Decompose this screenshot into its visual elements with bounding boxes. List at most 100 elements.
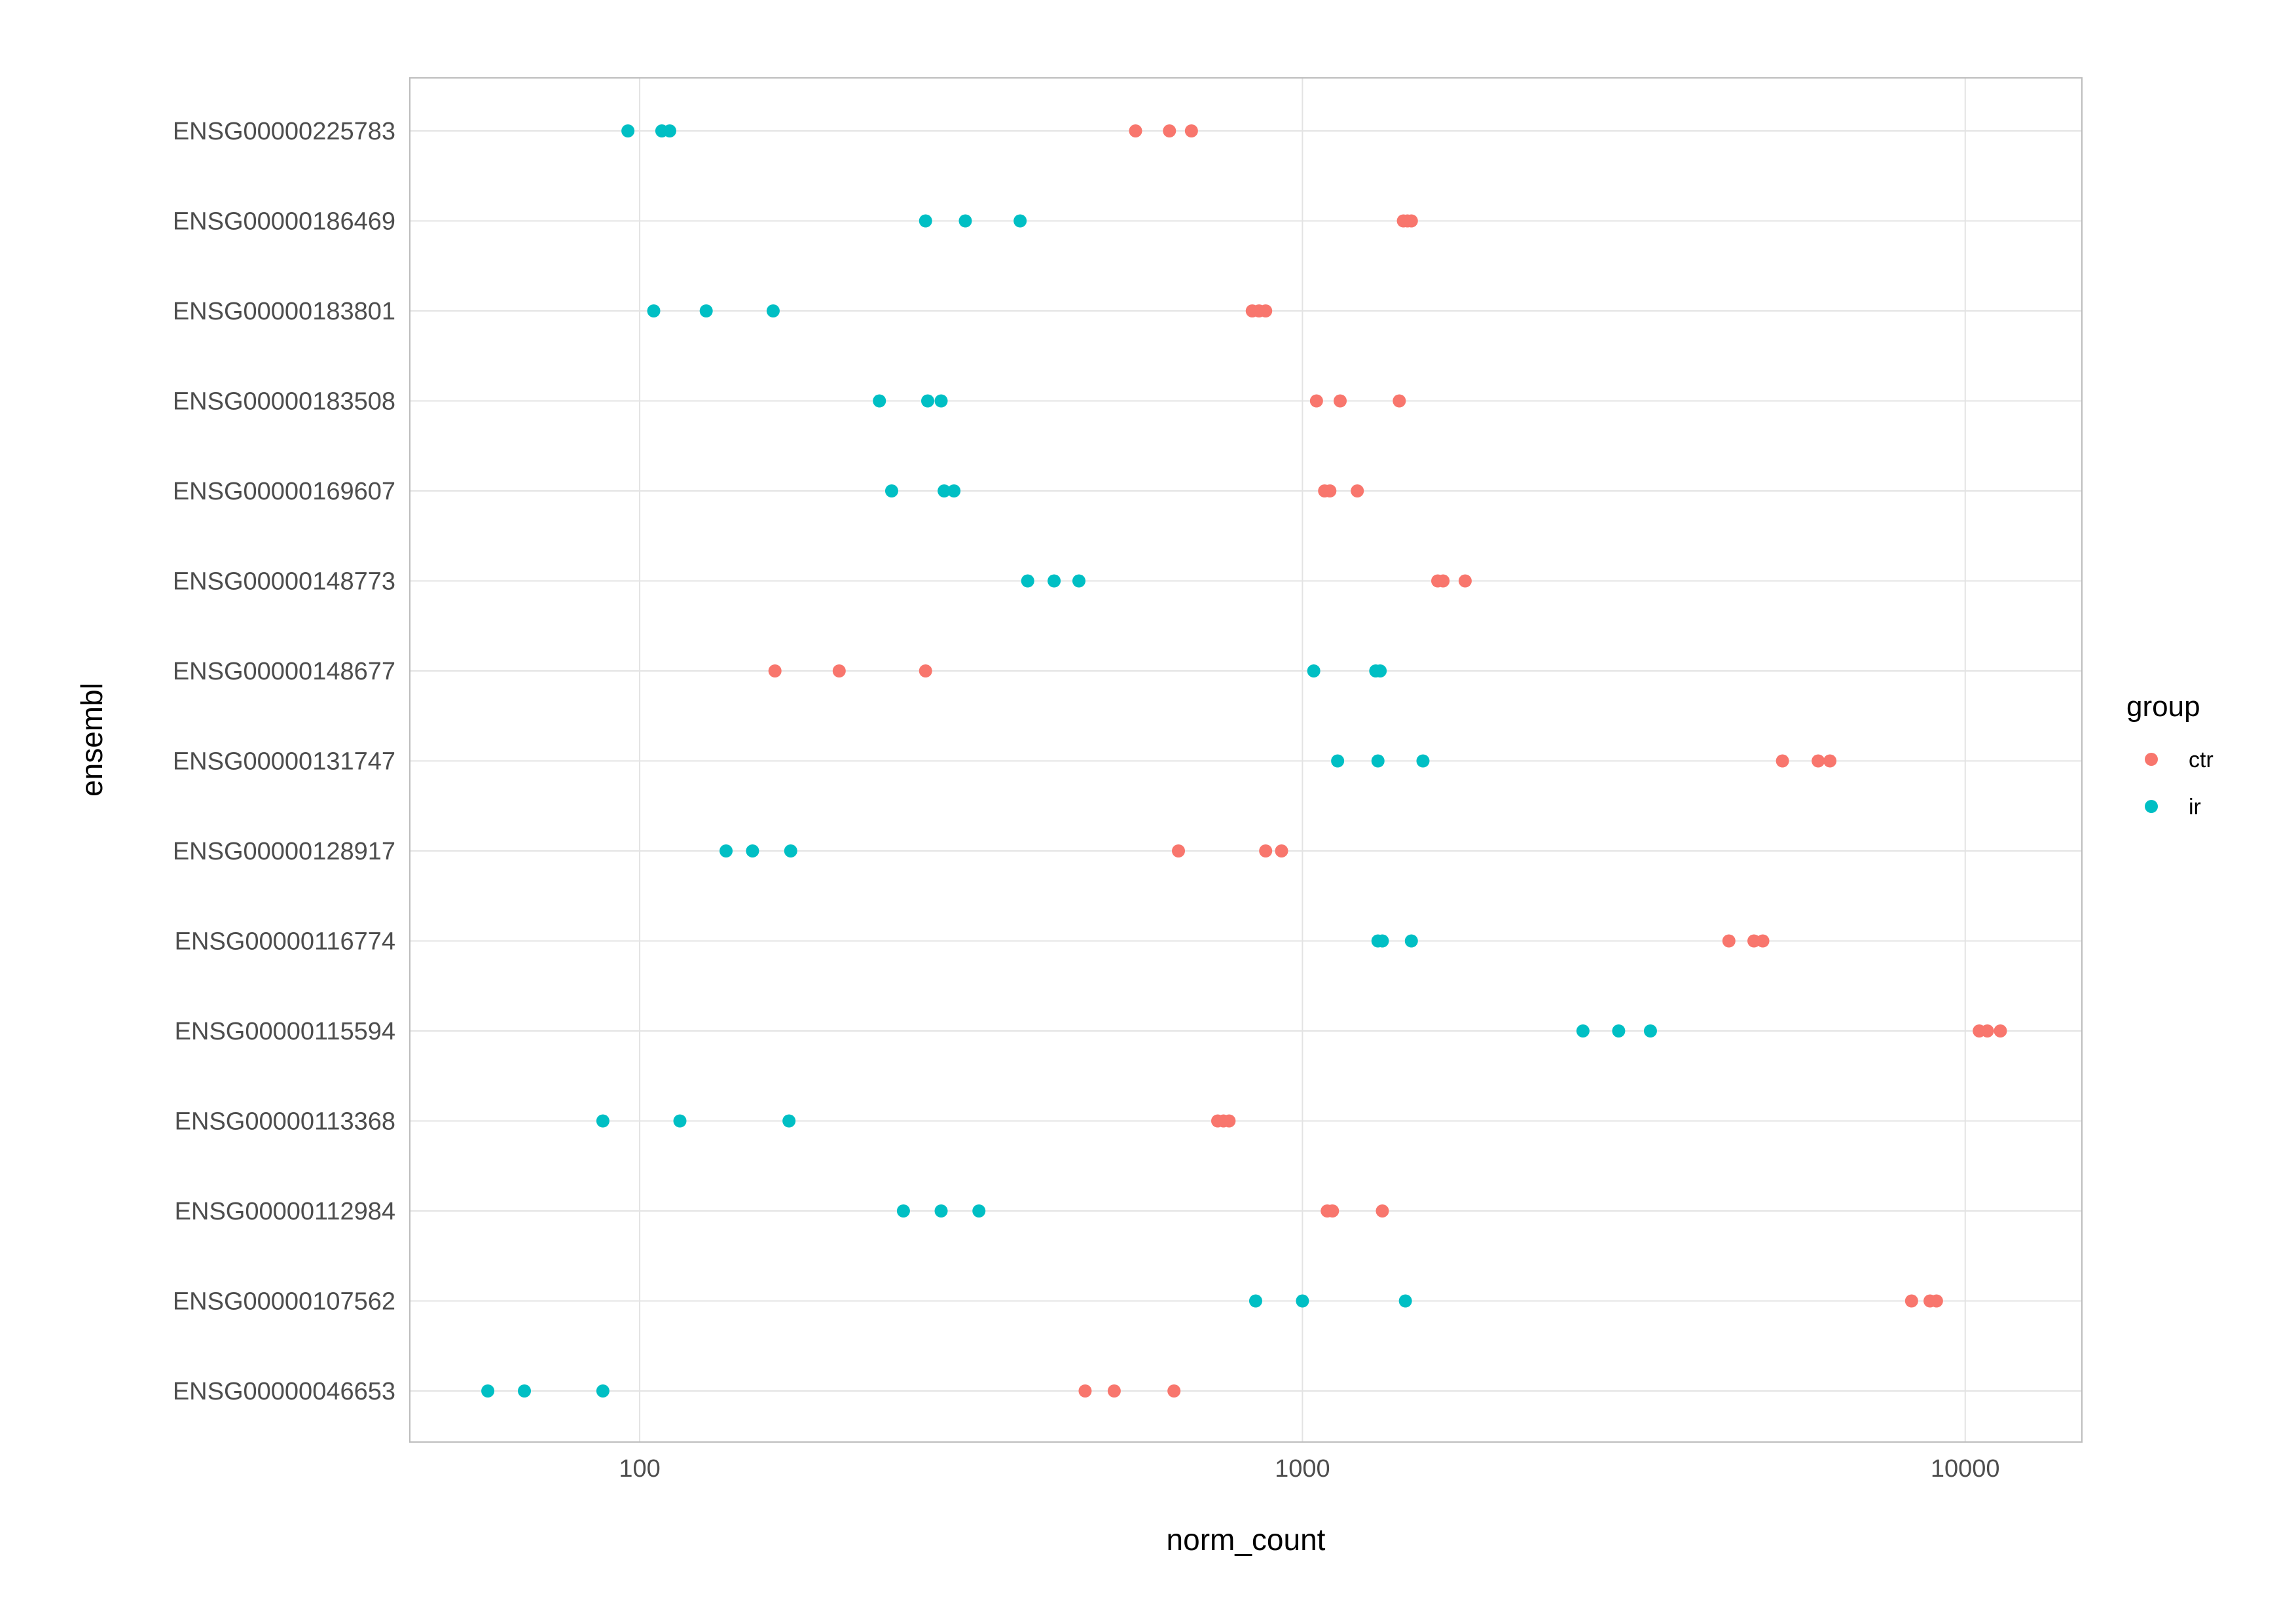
- point-ctr: [1823, 754, 1837, 768]
- point-ctr: [832, 664, 846, 677]
- point-ir: [920, 394, 934, 408]
- point-ir: [1296, 1294, 1309, 1308]
- x-tick-label: 10000: [1931, 1455, 2000, 1483]
- data-points: [481, 124, 2007, 1398]
- point-ir: [1398, 1294, 1412, 1308]
- point-ir: [596, 1384, 610, 1398]
- point-ir: [1248, 1294, 1262, 1308]
- point-ir: [1374, 664, 1387, 677]
- y-tick-label: ENSG00000148677: [173, 658, 395, 685]
- point-ir: [958, 214, 972, 228]
- point-ir: [1643, 1024, 1657, 1038]
- point-ctr: [1458, 574, 1472, 588]
- point-ctr: [1351, 484, 1364, 497]
- y-tick-label: ENSG00000116774: [175, 928, 395, 956]
- y-tick-labels: ENSG00000225783 ENSG00000186469 ENSG000001…: [173, 118, 395, 1405]
- point-ir: [934, 394, 948, 408]
- panel-border: [409, 77, 2083, 1443]
- y-tick-label: ENSG00000112984: [175, 1198, 395, 1225]
- point-ctr: [1756, 934, 1770, 948]
- point-ctr: [1326, 1204, 1339, 1218]
- point-ctr: [1722, 934, 1736, 948]
- point-ctr: [1309, 394, 1323, 408]
- point-ir: [1048, 574, 1061, 588]
- point-ir: [1371, 754, 1385, 768]
- point-ir: [673, 1114, 687, 1128]
- point-ir: [621, 124, 635, 137]
- point-ctr: [1376, 1204, 1389, 1218]
- x-tick-labels: 100 1000 10000: [619, 1455, 1999, 1483]
- point-ir: [947, 484, 961, 497]
- point-ctr: [1904, 1294, 1918, 1308]
- point-ir: [1072, 574, 1085, 588]
- point-ir: [873, 394, 886, 408]
- point-ir: [596, 1114, 610, 1128]
- point-ir: [766, 304, 780, 317]
- point-ctr: [919, 664, 932, 677]
- point-ctr: [1172, 844, 1186, 857]
- y-tick-label: ENSG00000169607: [173, 478, 395, 505]
- point-ctr: [768, 664, 782, 677]
- point-ir: [663, 124, 676, 137]
- point-ir: [746, 844, 759, 857]
- y-tick-label: ENSG00000046653: [173, 1378, 395, 1405]
- point-ctr: [1776, 754, 1789, 768]
- legend-label-ctr: ctr: [2189, 748, 2214, 772]
- point-ctr: [1929, 1294, 1943, 1308]
- point-ctr: [1259, 304, 1273, 317]
- point-ctr: [1222, 1114, 1236, 1128]
- y-tick-label: ENSG00000131747: [173, 748, 395, 776]
- point-ir: [1376, 934, 1389, 948]
- point-ir: [1307, 664, 1321, 677]
- point-ctr: [1184, 124, 1198, 137]
- point-ir: [1612, 1024, 1626, 1038]
- point-ir: [972, 1204, 986, 1218]
- point-ctr: [1259, 844, 1273, 857]
- point-ctr: [1393, 394, 1406, 408]
- point-ctr: [1334, 394, 1347, 408]
- point-ir: [782, 1114, 796, 1128]
- point-ir: [1404, 934, 1418, 948]
- point-ctr: [1107, 1384, 1121, 1398]
- point-ctr: [1129, 124, 1142, 137]
- point-ir: [1576, 1024, 1590, 1038]
- point-ir: [1331, 754, 1345, 768]
- y-tick-label: ENSG00000148773: [173, 568, 395, 596]
- x-tick-label: 1000: [1275, 1455, 1330, 1483]
- point-ir: [938, 484, 951, 497]
- legend: group ctr ir: [2126, 691, 2214, 820]
- point-ir: [884, 484, 898, 497]
- point-ir: [720, 844, 733, 857]
- y-tick-label: ENSG00000115594: [175, 1018, 395, 1045]
- y-tick-label: ENSG00000183508: [173, 388, 395, 416]
- point-ctr: [1163, 124, 1176, 137]
- y-tick-label: ENSG00000225783: [173, 118, 395, 145]
- point-ctr: [1167, 1384, 1181, 1398]
- point-ctr: [1404, 214, 1418, 228]
- grid-lines: [410, 78, 2082, 1442]
- y-tick-label: ENSG00000113368: [175, 1108, 395, 1136]
- point-ctr: [1275, 844, 1288, 857]
- legend-key-ctr: [2145, 753, 2158, 766]
- y-axis-title: ensembl: [75, 683, 109, 797]
- y-tick-label: ENSG00000128917: [173, 838, 395, 865]
- point-ir: [1021, 574, 1034, 588]
- y-tick-label: ENSG00000107562: [173, 1288, 395, 1316]
- point-ir: [647, 304, 661, 317]
- point-ctr: [1980, 1024, 1994, 1038]
- point-ir: [934, 1204, 948, 1218]
- point-ir: [481, 1384, 495, 1398]
- point-ir: [1416, 754, 1430, 768]
- point-ir: [699, 304, 713, 317]
- x-tick-label: 100: [619, 1455, 660, 1483]
- point-ctr: [1436, 574, 1450, 588]
- point-ir: [896, 1204, 910, 1218]
- y-tick-label: ENSG00000183801: [173, 298, 395, 325]
- point-ctr: [1323, 484, 1337, 497]
- point-ir: [784, 844, 797, 857]
- point-ir: [517, 1384, 531, 1398]
- point-ctr: [1078, 1384, 1092, 1398]
- point-ctr: [1994, 1024, 2007, 1038]
- x-axis-title: norm_count: [1167, 1523, 1326, 1557]
